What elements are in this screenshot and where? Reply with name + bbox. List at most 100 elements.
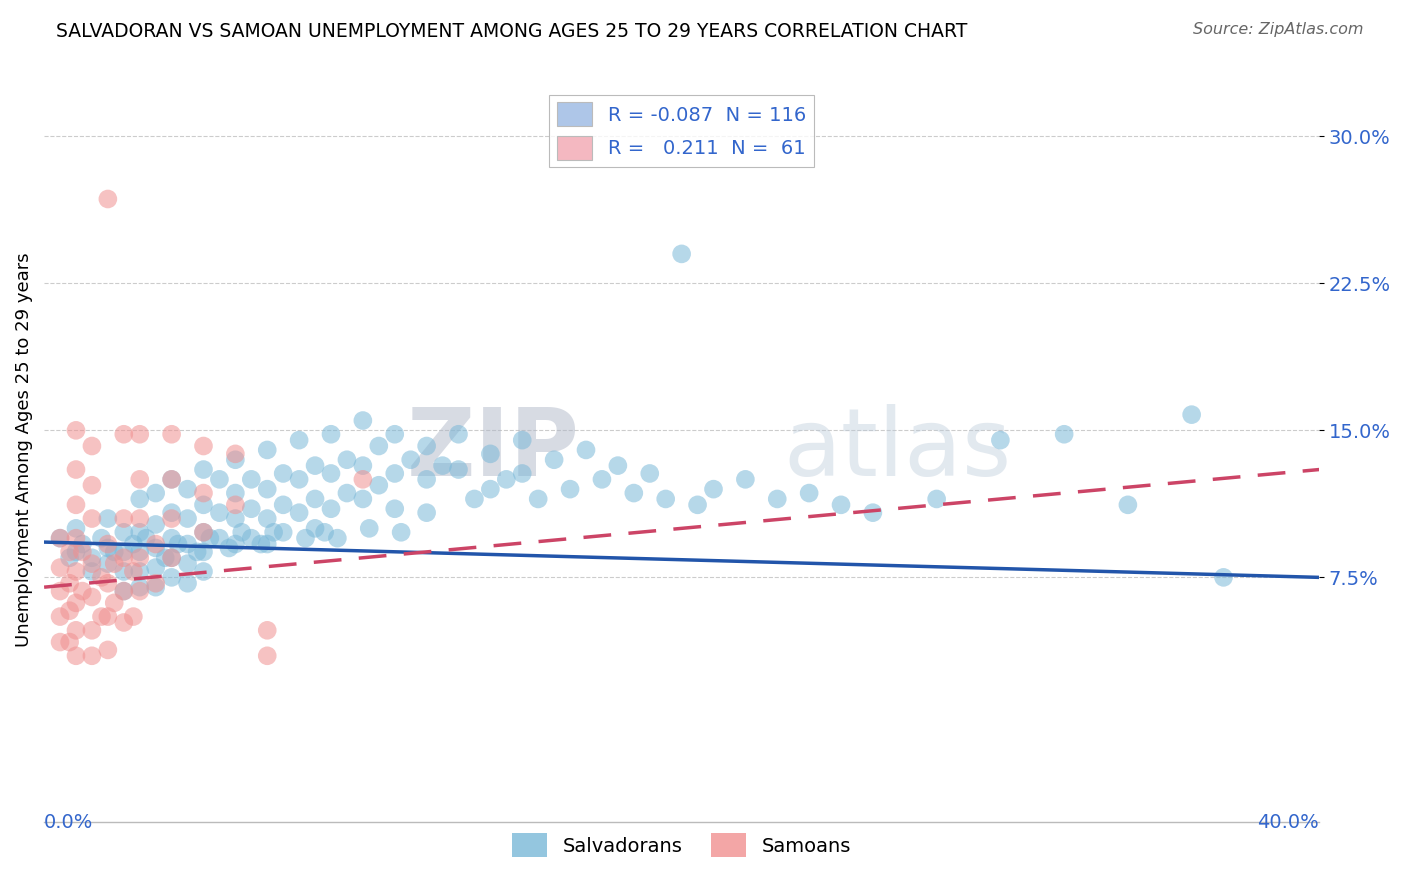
Point (103, 596, 125, 610)
Point (112, 511, 135, 525)
Point (90, 609, 112, 624)
Point (558, 482, 581, 496)
Text: ZIP: ZIP (406, 404, 579, 496)
Point (145, 541, 167, 555)
Point (59, 576, 82, 591)
Point (479, 482, 502, 496)
Point (112, 545, 135, 559)
Point (128, 491, 150, 506)
Point (122, 537, 145, 551)
Point (638, 467, 661, 481)
Point (304, 491, 326, 506)
Point (122, 609, 145, 624)
Point (128, 511, 150, 525)
Text: atlas: atlas (783, 404, 1012, 496)
Point (193, 525, 215, 540)
Point (65, 423, 87, 437)
Point (59, 545, 82, 559)
Point (176, 537, 198, 551)
Point (145, 537, 167, 551)
Point (686, 498, 709, 512)
Point (271, 498, 294, 512)
Point (65, 462, 87, 476)
Point (65, 498, 87, 512)
Point (80, 648, 103, 663)
Point (288, 472, 311, 486)
Point (218, 541, 240, 555)
Point (112, 584, 135, 599)
Text: 40.0%: 40.0% (1257, 813, 1319, 831)
Point (65, 531, 87, 545)
Point (256, 648, 278, 663)
Point (1212, 570, 1234, 584)
Point (359, 521, 381, 535)
Point (128, 584, 150, 599)
Point (326, 531, 349, 545)
Point (160, 472, 183, 486)
Point (128, 472, 150, 486)
Text: 0.0%: 0.0% (44, 813, 93, 831)
Point (145, 517, 167, 532)
Point (112, 565, 135, 579)
Point (90, 531, 112, 545)
Point (319, 467, 342, 481)
Point (925, 491, 948, 506)
Point (702, 482, 724, 496)
Point (112, 550, 135, 565)
Point (80, 511, 103, 525)
Point (145, 486, 167, 500)
Point (352, 472, 374, 486)
Point (112, 584, 135, 599)
Point (186, 545, 208, 559)
Point (1116, 498, 1139, 512)
Point (208, 472, 231, 486)
Point (97, 576, 120, 591)
Point (193, 462, 215, 476)
Point (198, 531, 221, 545)
Point (160, 506, 183, 520)
Point (367, 478, 389, 492)
Point (575, 442, 598, 457)
Point (208, 531, 231, 545)
Point (367, 439, 389, 453)
Point (256, 442, 278, 457)
Point (384, 501, 406, 516)
Point (766, 491, 789, 506)
Point (314, 525, 336, 540)
Y-axis label: Unemployment Among Ages 25 to 29 years: Unemployment Among Ages 25 to 29 years (15, 252, 32, 648)
Point (128, 580, 150, 594)
Point (389, 525, 412, 540)
Point (80, 590, 103, 604)
Point (145, 580, 167, 594)
Point (65, 624, 87, 638)
Point (128, 525, 150, 540)
Text: SALVADORAN VS SAMOAN UNEMPLOYMENT AMONG AGES 25 TO 29 YEARS CORRELATION CHART: SALVADORAN VS SAMOAN UNEMPLOYMENT AMONG … (56, 22, 967, 41)
Point (128, 545, 150, 559)
Point (72, 584, 94, 599)
Point (352, 458, 374, 473)
Point (90, 570, 112, 584)
Point (623, 486, 645, 500)
Point (654, 491, 676, 506)
Point (271, 467, 294, 481)
Point (167, 537, 190, 551)
Point (80, 550, 103, 565)
Point (65, 565, 87, 579)
Point (112, 525, 135, 540)
Point (862, 506, 884, 520)
Point (1053, 427, 1076, 442)
Point (224, 452, 246, 467)
Point (65, 521, 87, 535)
Point (49, 531, 72, 545)
Point (263, 525, 285, 540)
Point (399, 452, 422, 467)
Point (80, 557, 103, 571)
Point (160, 531, 183, 545)
Point (80, 565, 103, 579)
Point (193, 486, 215, 500)
Point (208, 506, 231, 520)
Point (193, 525, 215, 540)
Point (193, 565, 215, 579)
Point (510, 467, 533, 481)
Point (231, 525, 253, 540)
